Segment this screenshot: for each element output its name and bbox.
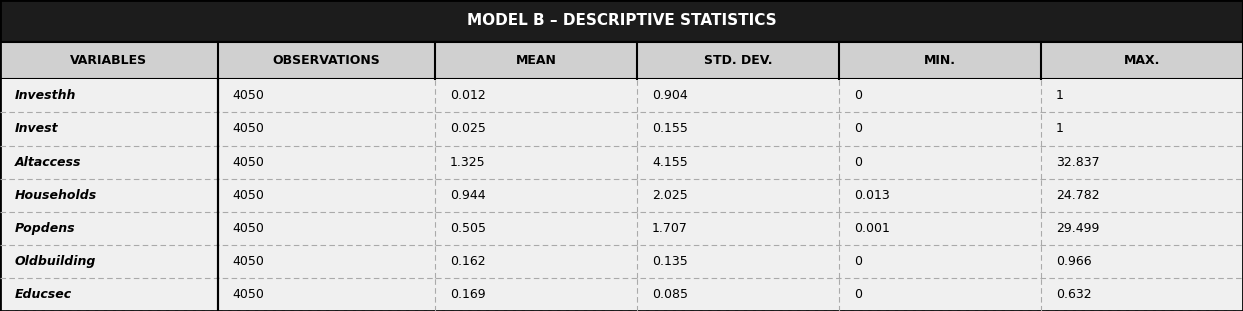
- Bar: [0, 79, 1243, 112]
- Text: 1.325: 1.325: [450, 156, 486, 169]
- Bar: [0, 212, 1243, 245]
- Text: 4050: 4050: [232, 89, 265, 102]
- Text: STD. DEV.: STD. DEV.: [704, 54, 772, 67]
- Text: 1: 1: [1055, 89, 1064, 102]
- Text: 0.944: 0.944: [450, 189, 486, 202]
- Text: 0: 0: [854, 156, 861, 169]
- Bar: [0, 245, 1243, 278]
- Text: MEAN: MEAN: [516, 54, 557, 67]
- Text: 0.904: 0.904: [651, 89, 687, 102]
- Text: Popdens: Popdens: [15, 222, 76, 235]
- Text: MIN.: MIN.: [924, 54, 956, 67]
- Text: Households: Households: [15, 189, 97, 202]
- Text: OBSERVATIONS: OBSERVATIONS: [272, 54, 380, 67]
- Text: 1.707: 1.707: [651, 222, 687, 235]
- Bar: [0, 42, 1243, 79]
- Text: 0.135: 0.135: [651, 255, 687, 268]
- Text: 0.013: 0.013: [854, 189, 890, 202]
- Text: 4050: 4050: [232, 222, 265, 235]
- Text: 0.025: 0.025: [450, 123, 486, 136]
- Text: VARIABLES: VARIABLES: [70, 54, 148, 67]
- Text: 0.632: 0.632: [1055, 288, 1091, 301]
- Text: 0: 0: [854, 89, 861, 102]
- Text: 1: 1: [1055, 123, 1064, 136]
- Text: 4050: 4050: [232, 189, 265, 202]
- Bar: [0, 179, 1243, 212]
- Text: 24.782: 24.782: [1055, 189, 1100, 202]
- Text: 4050: 4050: [232, 255, 265, 268]
- Bar: [0, 112, 1243, 146]
- Text: 0.966: 0.966: [1055, 255, 1091, 268]
- Text: 0.012: 0.012: [450, 89, 486, 102]
- Text: 0.001: 0.001: [854, 222, 890, 235]
- Text: 0.085: 0.085: [651, 288, 687, 301]
- Text: 2.025: 2.025: [651, 189, 687, 202]
- Text: 4050: 4050: [232, 156, 265, 169]
- Text: 4.155: 4.155: [651, 156, 687, 169]
- Text: 4050: 4050: [232, 123, 265, 136]
- Text: Invest: Invest: [15, 123, 58, 136]
- Text: 0: 0: [854, 255, 861, 268]
- Text: 0: 0: [854, 288, 861, 301]
- Bar: [0, 278, 1243, 311]
- Text: 32.837: 32.837: [1055, 156, 1100, 169]
- Text: Altaccess: Altaccess: [15, 156, 81, 169]
- Bar: [0, 0, 1243, 42]
- Bar: [0, 146, 1243, 179]
- Text: Investhh: Investhh: [15, 89, 76, 102]
- Text: MAX.: MAX.: [1124, 54, 1160, 67]
- Text: 0.162: 0.162: [450, 255, 486, 268]
- Text: MODEL B – DESCRIPTIVE STATISTICS: MODEL B – DESCRIPTIVE STATISTICS: [466, 13, 777, 29]
- Text: Educsec: Educsec: [15, 288, 72, 301]
- Text: 0: 0: [854, 123, 861, 136]
- Text: 29.499: 29.499: [1055, 222, 1099, 235]
- Text: 0.169: 0.169: [450, 288, 486, 301]
- Text: 0.155: 0.155: [651, 123, 687, 136]
- Text: Oldbuilding: Oldbuilding: [15, 255, 96, 268]
- Text: 0.505: 0.505: [450, 222, 486, 235]
- Text: 4050: 4050: [232, 288, 265, 301]
